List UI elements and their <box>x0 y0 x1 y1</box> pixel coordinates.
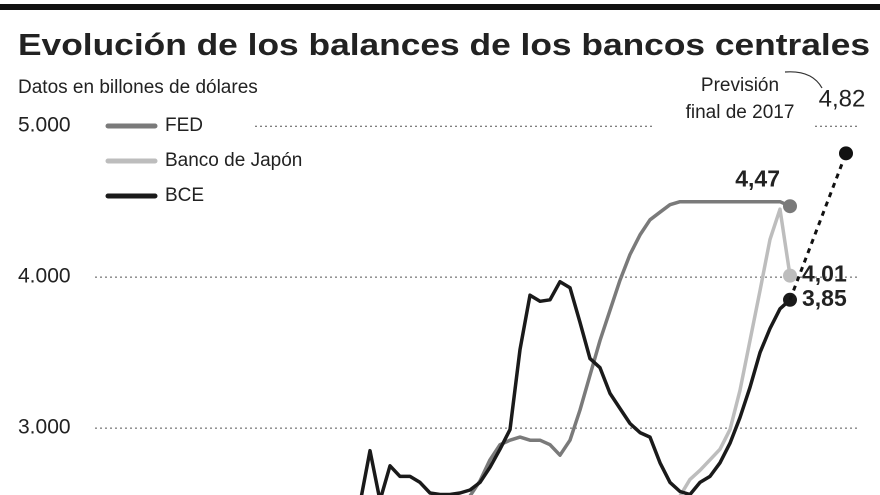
series-line <box>468 199 791 495</box>
annotation: Previsión <box>701 75 779 96</box>
forecast-dot <box>839 146 853 161</box>
end-label: 4,47 <box>735 165 780 191</box>
end-dot <box>783 268 797 283</box>
legend-label: FED <box>165 115 203 136</box>
annotation: final de 2017 <box>686 102 795 123</box>
y-tick-label: 4.000 <box>18 265 71 288</box>
end-label: 3,85 <box>802 285 847 311</box>
annotation-arrow <box>784 71 823 89</box>
y-tick-label: 3.000 <box>18 416 71 439</box>
annotation-bg <box>652 66 812 136</box>
y-tick-label: 5.000 <box>18 114 71 137</box>
chart-title: Evolución de los balances de los bancos … <box>18 27 870 62</box>
end-label: 4,01 <box>802 261 847 287</box>
plot: 4,47 4,013,85 <box>359 146 853 495</box>
forecast-label: 4,82 <box>819 85 866 112</box>
legend-label: Banco de Japón <box>165 150 302 171</box>
subtitle: Datos en billones de dólares <box>18 77 258 98</box>
series-line <box>359 279 792 495</box>
top-rule <box>0 4 880 10</box>
legend-label: BCE <box>165 185 204 206</box>
series-line <box>678 207 792 495</box>
end-dot <box>783 199 797 214</box>
forecast-line <box>788 152 848 301</box>
